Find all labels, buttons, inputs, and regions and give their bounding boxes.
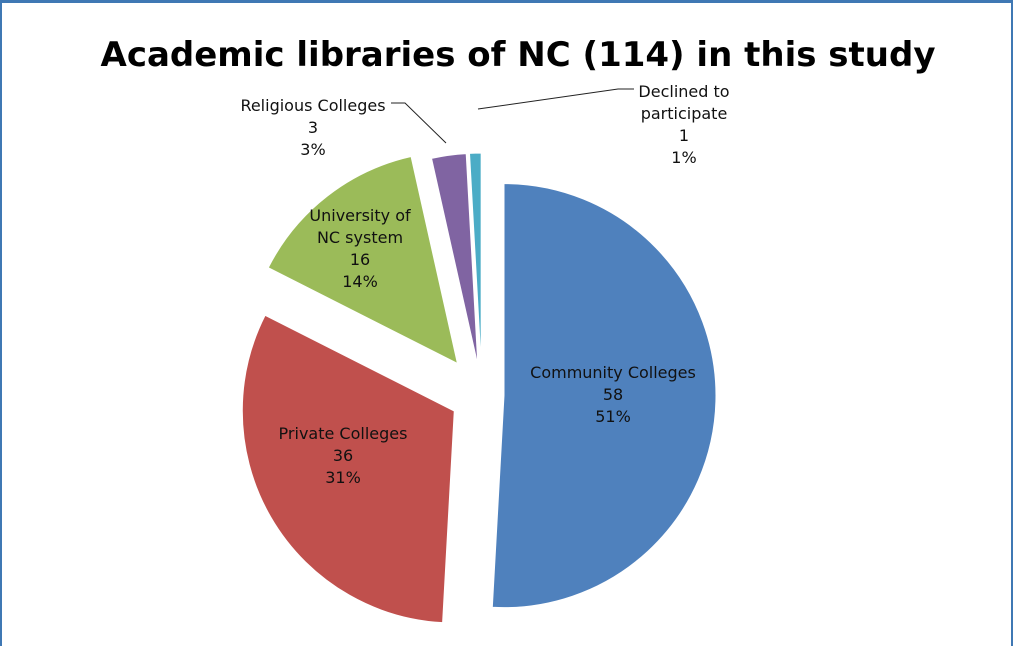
leader-line (391, 102, 447, 144)
slice-data-label: Community Colleges 58 51% (530, 363, 696, 426)
slice-category-label: NC system (317, 228, 403, 247)
pie-slices (241, 152, 717, 624)
slice-category-label: Declined to (638, 82, 729, 101)
slice-category-label: Religious Colleges (240, 96, 385, 115)
pie-slice (267, 155, 459, 365)
slice-value-label: 1 (679, 126, 689, 145)
leader-line (477, 88, 634, 110)
slice-percent-label: 1% (671, 148, 696, 167)
slice-value-label: 58 (603, 385, 623, 404)
slice-percent-label: 51% (595, 407, 631, 426)
pie-slice (430, 153, 479, 366)
slice-value-label: 36 (333, 446, 353, 465)
slice-category-label: participate (641, 104, 728, 123)
slice-percent-label: 31% (325, 468, 361, 487)
pie-slice (468, 152, 482, 366)
slice-percent-label: 3% (300, 140, 325, 159)
chart-title: Academic libraries of NC (114) in this s… (101, 35, 936, 75)
slice-percent-label: 14% (342, 272, 378, 291)
leader-lines (391, 88, 634, 144)
slice-value-label: 3 (308, 118, 318, 137)
slice-data-label: University of NC system 16 14% (309, 206, 411, 291)
slice-labels: Community Colleges 58 51% Private Colleges 3… (240, 82, 729, 487)
slice-data-label: Religious Colleges 3 3% (240, 96, 385, 159)
pie-slice (491, 183, 717, 609)
slice-data-label: Declined to participate 1 1% (638, 82, 729, 167)
slice-data-label: Private Colleges 36 31% (279, 424, 408, 487)
slice-category-label: Community Colleges (530, 363, 696, 382)
pie-slice (241, 314, 455, 624)
slice-value-label: 16 (350, 250, 370, 269)
slice-category-label: University of (309, 206, 411, 225)
slice-category-label: Private Colleges (279, 424, 408, 443)
